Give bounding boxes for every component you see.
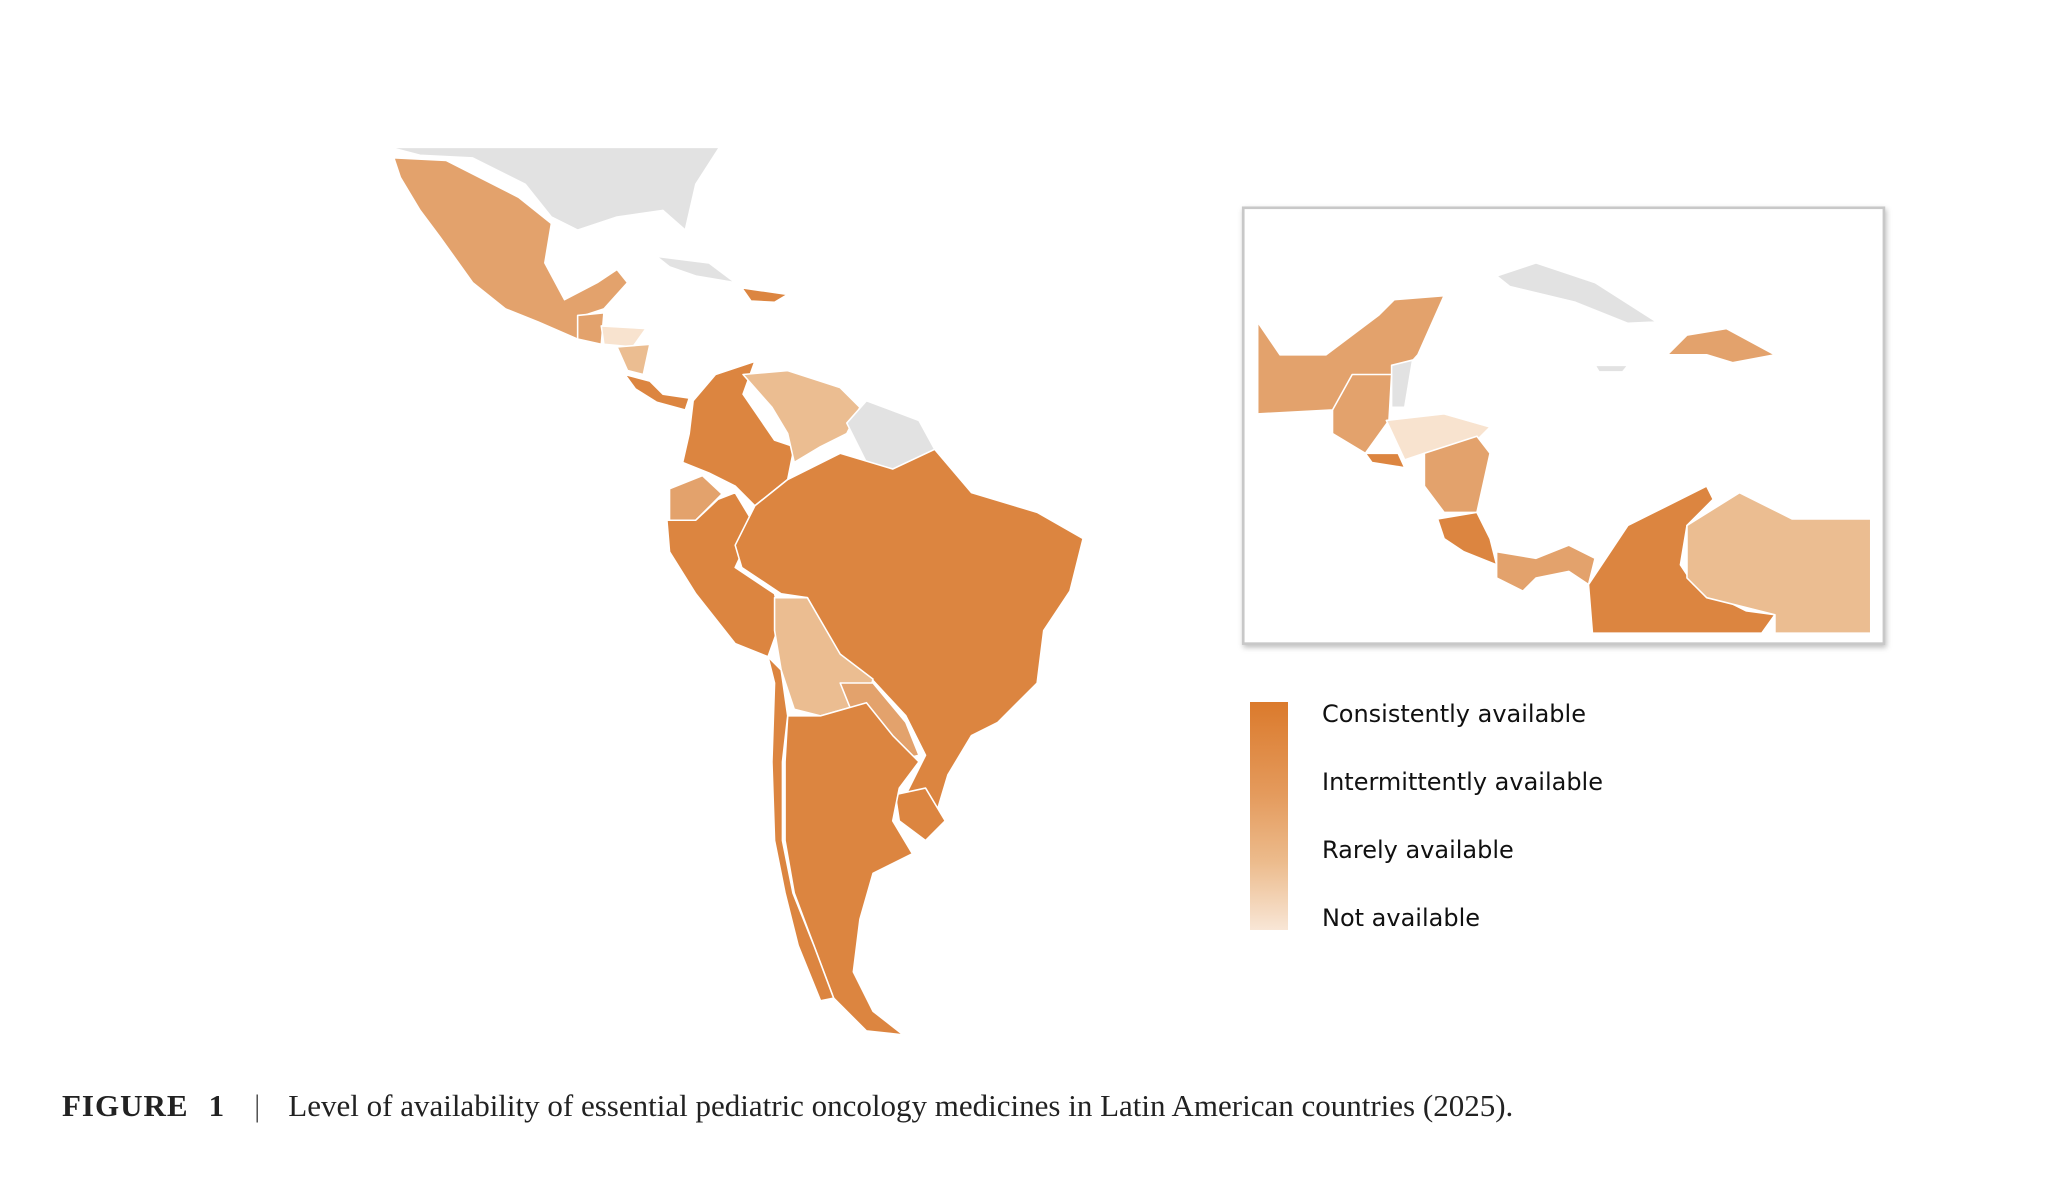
main-region-cuba bbox=[655, 255, 736, 284]
inset-region-belize bbox=[1390, 359, 1414, 409]
legend-label-not: Not available bbox=[1322, 904, 1481, 932]
legend-color-bar bbox=[1250, 702, 1288, 930]
main-region-guatemala bbox=[576, 312, 605, 346]
main-region-nicaragua bbox=[616, 343, 651, 376]
legend-label-intermittently: Intermittently available bbox=[1322, 768, 1603, 796]
caption-separator: | bbox=[254, 1088, 261, 1123]
inset-region-dominican-republic bbox=[1666, 327, 1776, 364]
inset-region-cuba bbox=[1495, 262, 1658, 325]
main-map bbox=[389, 146, 1084, 1036]
main-region-mexico bbox=[393, 157, 629, 340]
main-region-dominican-republic bbox=[740, 287, 789, 304]
inset-region-venezuela bbox=[1686, 491, 1872, 634]
legend-label-consistently: Consistently available bbox=[1322, 700, 1586, 728]
main-region-honduras bbox=[600, 325, 647, 348]
figure-number: 1 bbox=[208, 1088, 225, 1123]
legend-label-rarely: Rarely available bbox=[1322, 836, 1514, 864]
inset-region-panama bbox=[1495, 544, 1596, 592]
inset-map bbox=[1256, 262, 1872, 634]
main-region-costa-rica-panama bbox=[624, 373, 691, 411]
inset-region-el-salvador bbox=[1364, 452, 1406, 469]
inset-region-jamaica bbox=[1594, 364, 1629, 373]
main-region-uruguay bbox=[894, 787, 947, 842]
caption-text: Level of availability of essential pedia… bbox=[288, 1088, 1514, 1123]
figure-caption: FIGURE 1 | Level of availability of essenti… bbox=[62, 1088, 1513, 1124]
main-region-argentina bbox=[784, 701, 920, 1036]
main-region-usa bbox=[389, 146, 721, 231]
main-region-venezuela bbox=[742, 369, 861, 464]
figure-label: FIGURE bbox=[62, 1088, 189, 1123]
inset-region-colombia bbox=[1587, 485, 1776, 634]
main-region-peru bbox=[666, 491, 782, 658]
main-region-chile bbox=[767, 655, 835, 1002]
